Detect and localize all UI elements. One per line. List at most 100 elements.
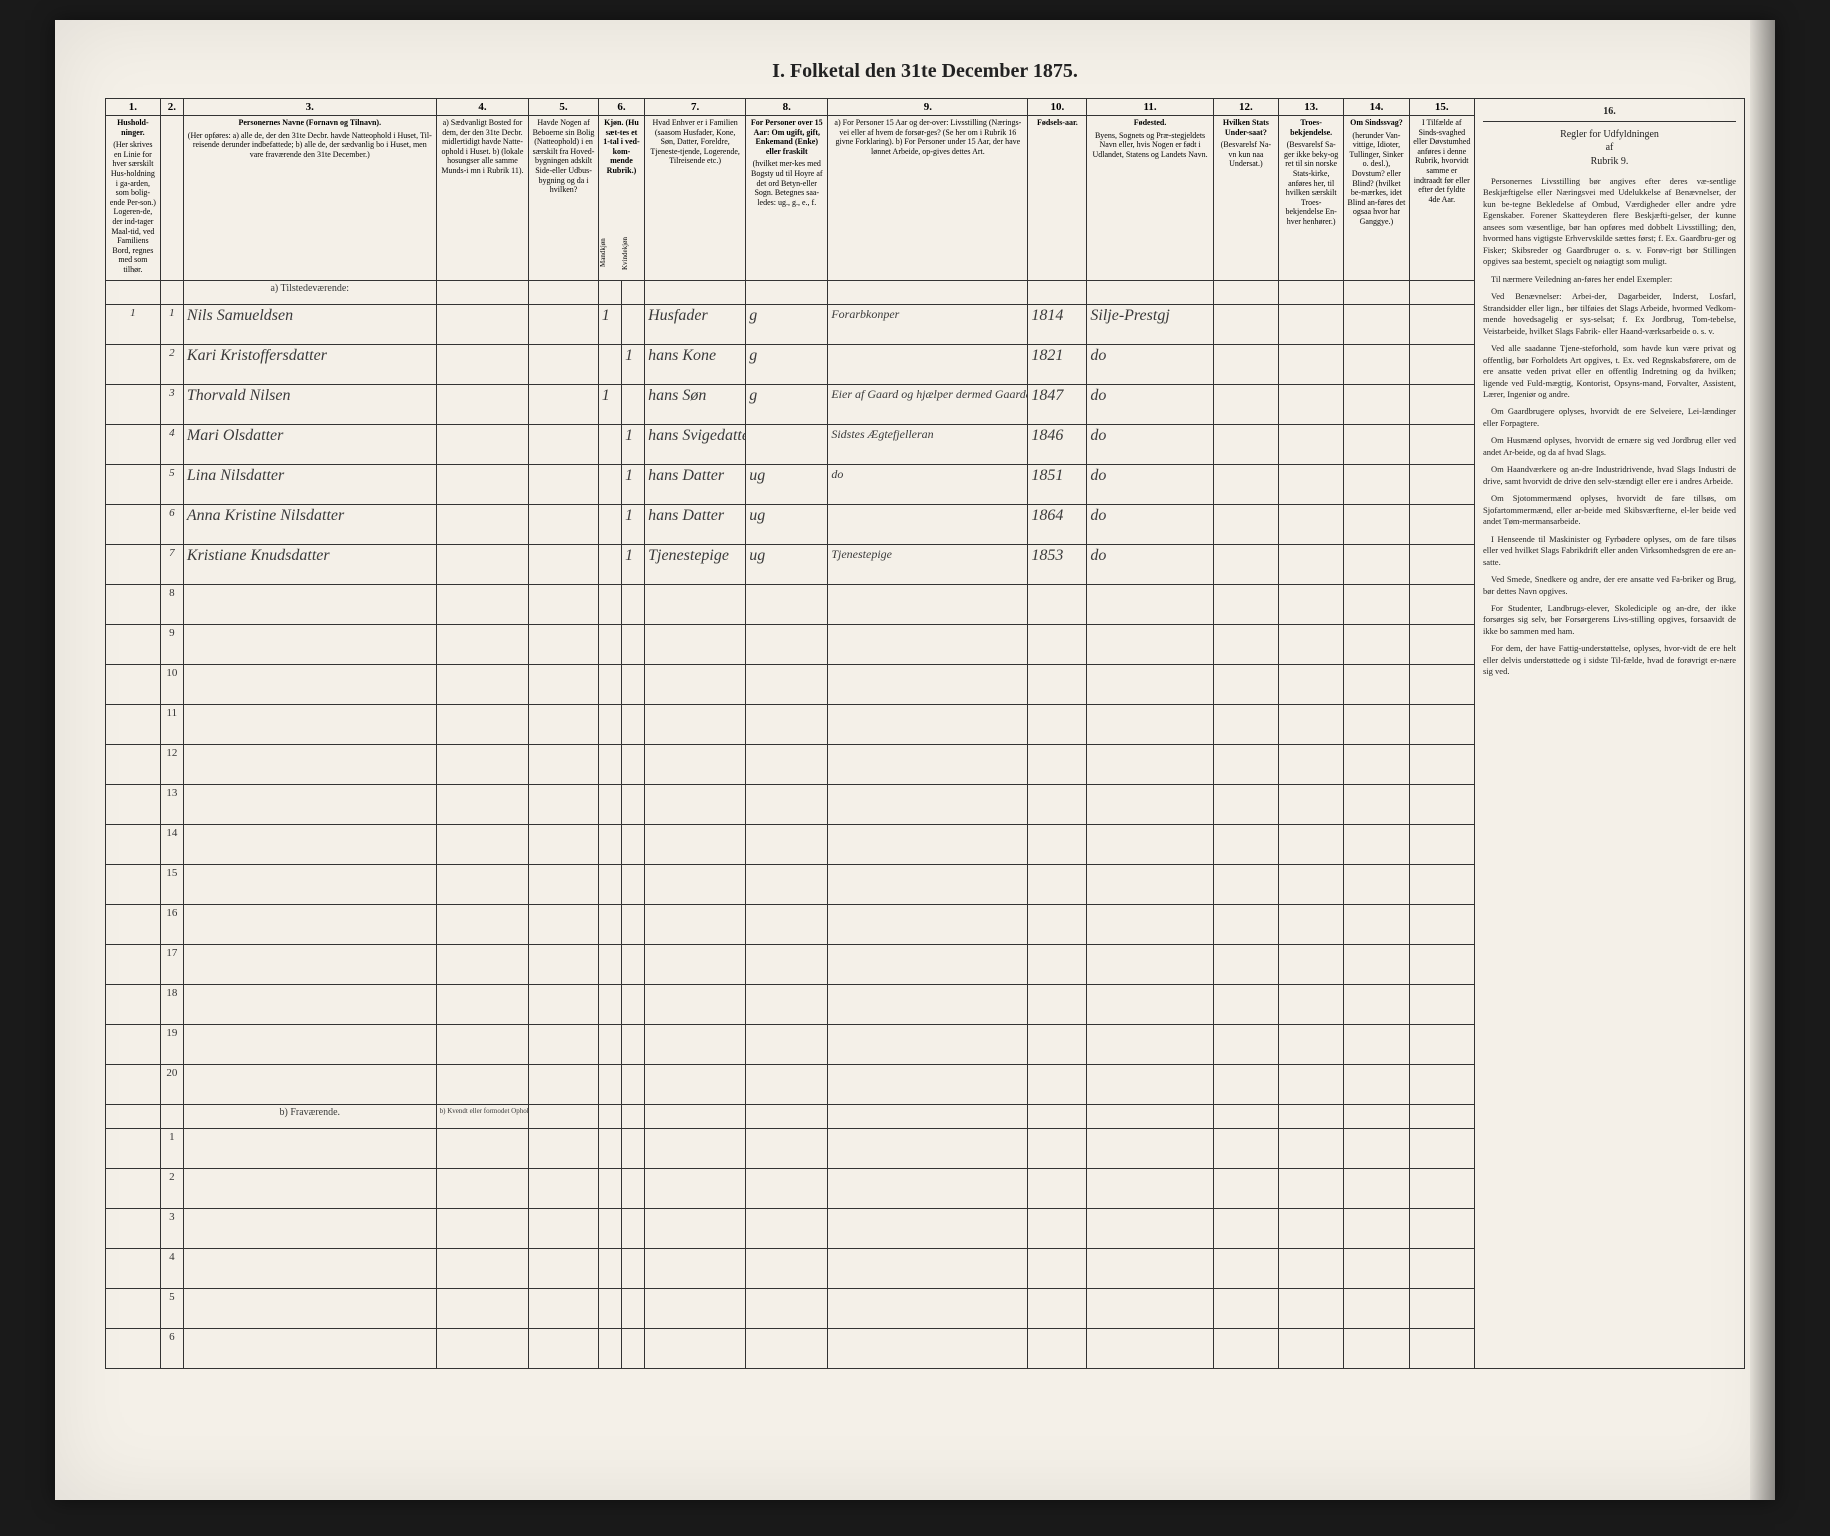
person-num: 9 — [160, 625, 183, 665]
table-row: 10 — [106, 665, 1475, 705]
cell — [1279, 625, 1344, 665]
hdr-1: Hushold- ninger.(Her skrives en Linie fo… — [106, 116, 161, 281]
census-page: I. Folketal den 31te December 1875. 1. 2… — [55, 20, 1775, 1500]
cell — [1028, 1105, 1087, 1129]
cell — [1213, 1025, 1278, 1065]
person-name: Kristiane Knudsdatter — [183, 545, 436, 585]
cell — [645, 1129, 746, 1169]
table-row: 7Kristiane Knudsdatter1TjenestepigeugTje… — [106, 545, 1475, 585]
cell — [828, 625, 1028, 665]
cell — [1087, 705, 1213, 745]
cell — [1279, 1129, 1344, 1169]
cell — [598, 985, 621, 1025]
cell — [1087, 1209, 1213, 1249]
cell — [621, 785, 644, 825]
cell — [1087, 625, 1213, 665]
cell — [1213, 465, 1278, 505]
cell — [828, 281, 1028, 305]
cell — [1409, 425, 1474, 465]
cell — [598, 905, 621, 945]
cell — [1087, 945, 1213, 985]
cell — [746, 1129, 828, 1169]
cell — [1213, 1065, 1278, 1105]
cell — [529, 505, 599, 545]
cell — [621, 281, 644, 305]
person-num: 14 — [160, 825, 183, 865]
cell — [1213, 665, 1278, 705]
cell — [1409, 625, 1474, 665]
female-mark — [621, 385, 644, 425]
cell — [1028, 865, 1087, 905]
cell — [183, 1249, 436, 1289]
cell — [1213, 825, 1278, 865]
table-row: 1 — [106, 1129, 1475, 1169]
cell — [436, 1025, 529, 1065]
cell — [1409, 345, 1474, 385]
hdr-3: Personernes Navne (Fornavn og Tilnavn).(… — [183, 116, 436, 281]
cell — [529, 585, 599, 625]
cell — [828, 665, 1028, 705]
cell — [529, 945, 599, 985]
cell — [529, 985, 599, 1025]
column-number-row: 1. 2. 3. 4. 5. 6. 7. 8. 9. 10. 11. 12. 1… — [106, 99, 1475, 116]
cell — [828, 705, 1028, 745]
cell — [1279, 345, 1344, 385]
cell — [621, 905, 644, 945]
cell — [1087, 865, 1213, 905]
cell — [183, 1209, 436, 1249]
cell — [1409, 985, 1474, 1025]
cell — [1087, 281, 1213, 305]
cell — [183, 905, 436, 945]
cell — [183, 625, 436, 665]
table-row: 4 — [106, 1249, 1475, 1289]
birth-place: do — [1087, 425, 1213, 465]
female-mark: 1 — [621, 345, 644, 385]
cell — [645, 745, 746, 785]
cell — [1213, 281, 1278, 305]
person-num: 4 — [160, 1249, 183, 1289]
cell — [645, 585, 746, 625]
cell — [1409, 1209, 1474, 1249]
cell — [529, 1105, 599, 1129]
table-row: 11Nils Samueldsen1HusfadergForarbkonper1… — [106, 305, 1475, 345]
cell — [529, 1129, 599, 1169]
cell — [645, 785, 746, 825]
male-mark: 1 — [598, 385, 621, 425]
cell — [183, 1025, 436, 1065]
cell — [529, 1169, 599, 1209]
cell — [598, 945, 621, 985]
cell — [598, 785, 621, 825]
cell — [1279, 385, 1344, 425]
cell — [1213, 905, 1278, 945]
cell — [106, 705, 161, 745]
cell — [746, 705, 828, 745]
family-role: hans Kone — [645, 345, 746, 385]
cell — [645, 945, 746, 985]
cell — [598, 1065, 621, 1105]
colnum-1: 1. — [106, 99, 161, 116]
cell — [828, 1289, 1028, 1329]
cell — [1213, 1329, 1278, 1369]
birth-place: do — [1087, 385, 1213, 425]
family-role: Tjenestepige — [645, 545, 746, 585]
cell — [828, 865, 1028, 905]
cell — [1028, 585, 1087, 625]
person-name: Anna Kristine Nilsdatter — [183, 505, 436, 545]
cell — [746, 905, 828, 945]
cell — [1028, 745, 1087, 785]
table-row: 3 — [106, 1209, 1475, 1249]
cell — [436, 505, 529, 545]
cell — [645, 1329, 746, 1369]
rules-colnum: 16. Regler for Udfyldningen af Rubrik 9. — [1483, 105, 1736, 168]
cell — [1279, 1249, 1344, 1289]
cell — [183, 705, 436, 745]
cell — [1279, 865, 1344, 905]
cell — [1087, 1105, 1213, 1129]
person-num: 15 — [160, 865, 183, 905]
cell — [1409, 785, 1474, 825]
section-b-col4: b) Kvendt eller formodet Opholds-sted. — [436, 1105, 529, 1129]
cell — [1344, 545, 1409, 585]
cell — [621, 1025, 644, 1065]
cell — [746, 1065, 828, 1105]
cell — [645, 665, 746, 705]
